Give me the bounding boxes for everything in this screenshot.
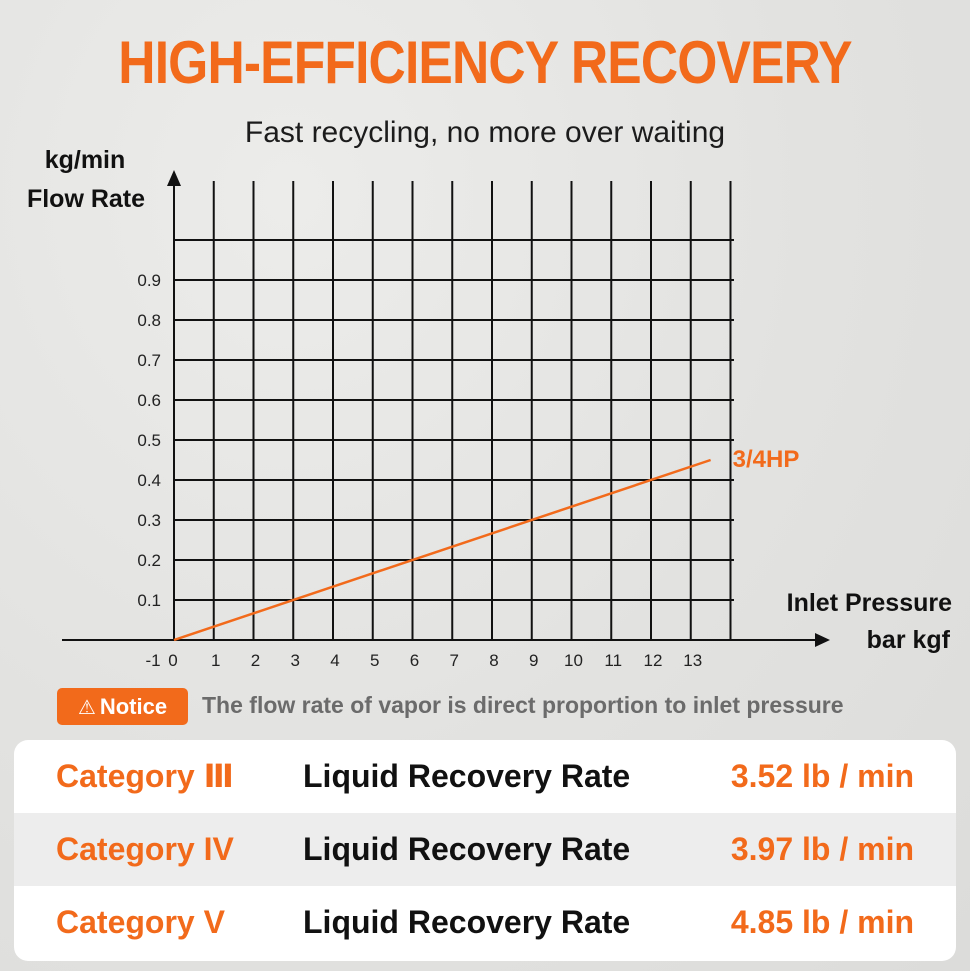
notice-badge-label: Notice: [99, 694, 168, 719]
notice-text: The flow rate of vapor is direct proport…: [202, 692, 844, 718]
x-tick-label: 6: [410, 651, 419, 670]
x-tick-label: -1: [145, 651, 160, 670]
y-tick-label: 0.1: [137, 591, 161, 610]
y-tick-label: 0.2: [137, 551, 161, 570]
x-tick-label: 13: [683, 651, 702, 670]
x-tick-label: 4: [330, 651, 339, 670]
rate-value: 3.97 lb / min: [730, 831, 914, 867]
rate-label: Liquid Recovery Rate: [303, 831, 631, 867]
page-subtitle: Fast recycling, no more over waiting: [244, 116, 726, 149]
flow-rate-chart: 0.10.20.30.40.50.60.70.80.9-1 0 1 2 3 4 5 6 7 8 9 1…: [27, 146, 952, 670]
x-tick-label: 3: [291, 651, 300, 670]
rate-value: 3.52 lb / min: [730, 758, 914, 794]
x-tick-label: 9: [529, 651, 538, 670]
y-axis-arrow-icon: [167, 170, 181, 186]
y-axis-unit: kg/min: [45, 146, 126, 174]
y-tick-label: 0.3: [137, 511, 161, 530]
category-label: Category Ⅲ: [56, 758, 234, 794]
table-row: Category V Liquid Recovery Rate 4.85 lb …: [14, 886, 956, 961]
x-tick-label: 10: [564, 651, 583, 670]
notice-badge: ⚠ Notice: [57, 688, 188, 725]
y-tick-label: 0.5: [137, 431, 161, 450]
x-axis-title: Inlet Pressure: [787, 589, 952, 617]
y-tick-label: 0.8: [137, 311, 161, 330]
y-tick-label: 0.9: [137, 271, 161, 290]
x-tick-label: 5: [370, 651, 379, 670]
x-tick-label: 2: [251, 651, 260, 670]
table-row: Category IV Liquid Recovery Rate 3.97 lb…: [14, 813, 956, 886]
series-label: 3/4HP: [733, 446, 800, 473]
category-label: Category IV: [56, 831, 234, 867]
rate-label: Liquid Recovery Rate: [303, 904, 631, 940]
x-tick-label: 7: [450, 651, 459, 670]
x-tick-label: 11: [604, 651, 622, 670]
x-axis-unit: bar kgf: [867, 626, 951, 654]
page-title: HIGH-EFFICIENCY RECOVERY: [118, 29, 852, 96]
y-tick-label: 0.6: [137, 391, 161, 410]
y-tick-label: 0.7: [137, 351, 161, 370]
x-tick-label: 8: [489, 651, 498, 670]
x-tick-label: 0: [168, 651, 177, 670]
rate-value: 4.85 lb / min: [730, 904, 914, 940]
y-tick-label: 0.4: [137, 471, 161, 490]
recovery-rate-table: Category Ⅲ Liquid Recovery Rate 3.52 lb …: [14, 740, 956, 961]
category-label: Category V: [56, 904, 225, 940]
x-tick-label: 1: [211, 651, 220, 670]
y-axis-title: Flow Rate: [27, 185, 145, 213]
warning-triangle-icon: ⚠: [77, 697, 96, 719]
rate-label: Liquid Recovery Rate: [303, 758, 631, 794]
x-tick-label: 12: [644, 651, 663, 670]
table-row: Category Ⅲ Liquid Recovery Rate 3.52 lb …: [14, 740, 956, 813]
series-line: [173, 458, 712, 642]
x-axis-arrow-icon: [815, 633, 830, 647]
